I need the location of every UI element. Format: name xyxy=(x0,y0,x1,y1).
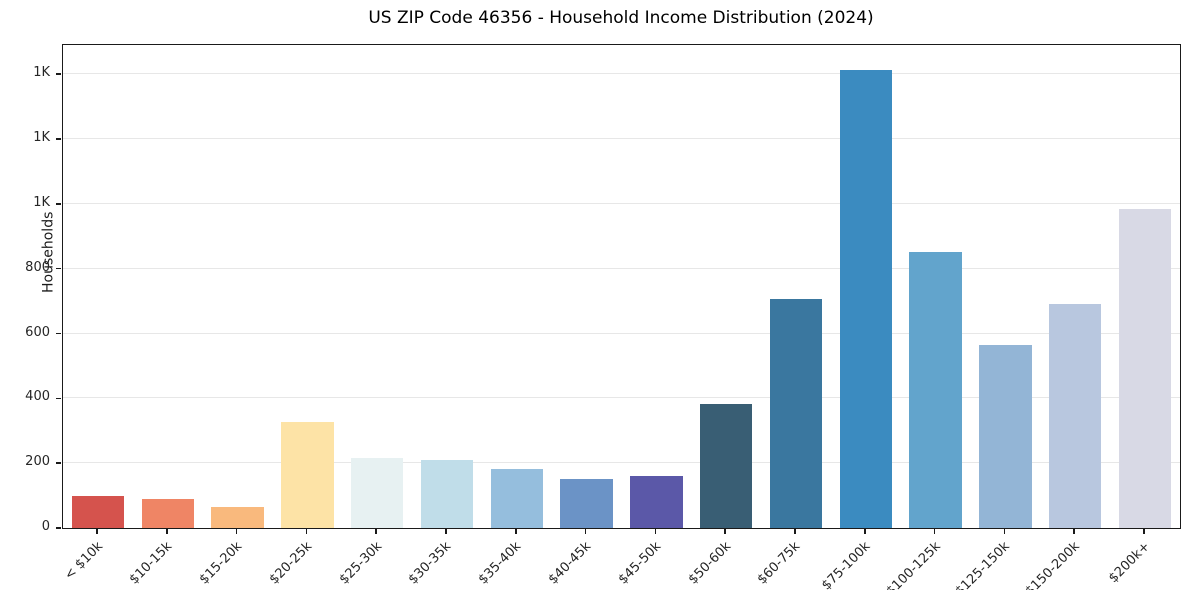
gridline xyxy=(63,332,1180,334)
x-tick-mark xyxy=(96,529,98,534)
x-tick-mark xyxy=(375,529,377,534)
bar-200k xyxy=(1118,209,1172,528)
x-tick-mark xyxy=(1003,529,1006,534)
y-tick-mark xyxy=(56,73,61,75)
x-tick-label: < $10k xyxy=(61,539,106,584)
x-tick-label: $20-25k xyxy=(266,539,315,588)
x-tick-mark xyxy=(794,529,796,534)
y-tick-mark xyxy=(56,267,61,270)
x-axis: < $10k $10-15k $15-20k $20-25k $25-30k $30-35… xyxy=(61,529,1179,590)
y-tick-label: 0 xyxy=(41,519,50,534)
y-tick-label: 400 xyxy=(25,389,50,405)
x-tick-mark xyxy=(514,529,517,534)
y-tick-mark xyxy=(56,203,61,205)
bar-50-60k xyxy=(700,404,753,528)
bar-10-15k xyxy=(141,499,194,528)
x-tick-label: $75-100k xyxy=(819,539,874,590)
y-tick-label: 600 xyxy=(25,324,50,340)
x-tick-mark xyxy=(445,529,447,534)
bar-45-50k xyxy=(630,475,683,528)
bar-125-150k xyxy=(979,344,1032,528)
gridline xyxy=(63,138,1180,140)
x-tick-label: $150-200k xyxy=(1022,539,1083,590)
gridline xyxy=(63,397,1180,399)
y-axis: 0 200 400 600 800 1K 1K 1K xyxy=(0,44,62,534)
y-tick-label: 1K xyxy=(33,194,50,210)
x-tick-mark xyxy=(584,529,587,534)
x-tick-label: $60-75k xyxy=(755,539,804,588)
x-tick-mark xyxy=(654,529,657,534)
x-tick-mark xyxy=(864,529,866,534)
gridline xyxy=(63,462,1180,464)
bar-100-125k xyxy=(909,251,962,528)
bar-25-30k xyxy=(350,457,404,528)
x-tick-label: $50-60k xyxy=(685,539,734,588)
x-tick-label: $45-50k xyxy=(615,539,665,588)
y-tick-mark xyxy=(56,138,61,140)
x-tick-label: $25-30k xyxy=(336,539,385,588)
x-tick-mark xyxy=(1143,529,1145,534)
x-tick-mark xyxy=(165,529,168,534)
bar-10k xyxy=(71,496,125,528)
bar-35-40k xyxy=(490,469,543,528)
y-tick-label: 200 xyxy=(25,454,50,470)
bar-20-25k xyxy=(281,422,334,528)
x-tick-label: $40-45k xyxy=(545,539,595,588)
y-tick-mark xyxy=(56,397,61,400)
bar-75-100k xyxy=(839,70,893,528)
bar-15-20k xyxy=(211,506,264,528)
x-tick-label: $125-150k xyxy=(952,539,1014,590)
y-tick-mark xyxy=(56,462,61,464)
bar-150-200k xyxy=(1049,304,1102,528)
y-tick-mark xyxy=(56,527,61,529)
y-tick-mark xyxy=(56,332,61,335)
x-tick-label: $15-20k xyxy=(196,539,246,588)
x-tick-mark xyxy=(724,529,726,534)
x-tick-label: $30-35k xyxy=(406,539,455,588)
gridline xyxy=(63,202,1180,204)
bar-60-75k xyxy=(769,298,823,528)
bar-40-45k xyxy=(560,478,613,528)
x-tick-label: $200k+ xyxy=(1105,539,1153,587)
x-tick-mark xyxy=(235,529,238,534)
x-tick-label: $100-125k xyxy=(883,539,944,590)
gridline xyxy=(63,267,1180,269)
x-tick-label: $35-40k xyxy=(475,539,525,588)
gridline xyxy=(63,73,1180,75)
bar-30-35k xyxy=(420,459,474,528)
chart-title: US ZIP Code 46356 - Household Income Dis… xyxy=(368,8,874,28)
y-tick-label: 1K xyxy=(33,65,50,81)
y-tick-label: 800 xyxy=(25,259,50,275)
plot-area xyxy=(56,44,1181,529)
x-tick-mark xyxy=(305,529,308,534)
x-tick-mark xyxy=(933,529,936,534)
x-tick-mark xyxy=(1073,529,1076,534)
x-tick-label: $10-15k xyxy=(126,539,176,588)
y-tick-label: 1K xyxy=(33,130,50,145)
